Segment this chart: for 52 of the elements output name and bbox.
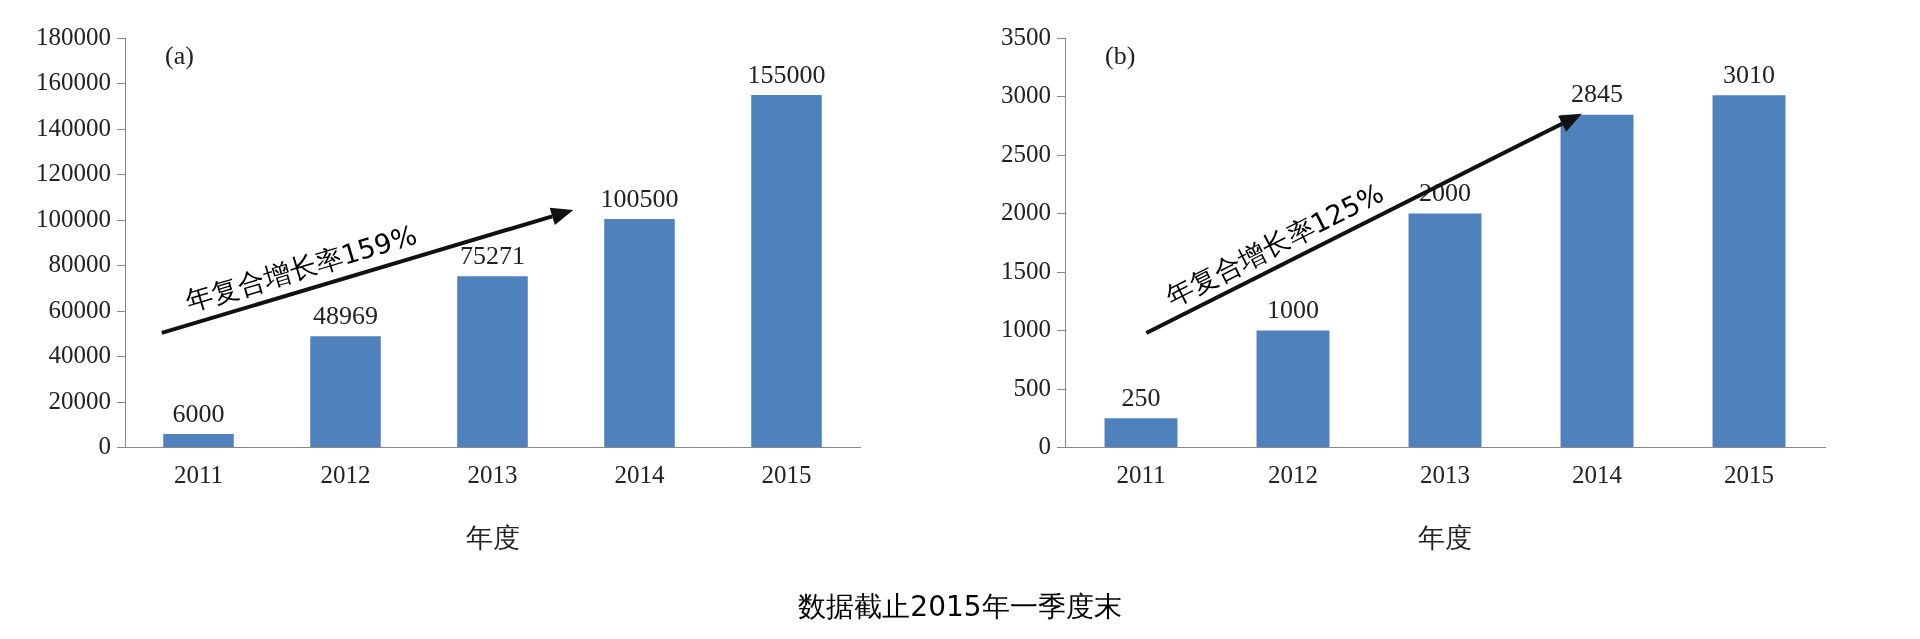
y-tick-label: 3000 [1001, 81, 1051, 109]
x-axis-title: 年度 [465, 521, 520, 553]
data-label: 1000 [1267, 295, 1319, 325]
bar [604, 218, 675, 448]
y-tick-label: 2500 [1001, 139, 1051, 167]
y-tick-label: 180000 [36, 22, 111, 50]
data-label: 100500 [600, 183, 679, 213]
x-tick-label: 2013 [1420, 461, 1470, 489]
y-tick-label: 100000 [36, 204, 111, 232]
bar [457, 276, 528, 448]
x-tick-label: 2012 [320, 461, 371, 489]
y-tick-label: 140000 [36, 113, 111, 141]
y-tick-label: 40000 [48, 341, 111, 369]
y-tick-label: 160000 [36, 68, 111, 96]
bar [1256, 330, 1330, 448]
y-tick-label: 3500 [1001, 22, 1051, 50]
bar [310, 336, 381, 448]
x-tick-label: 2015 [761, 461, 812, 489]
y-tick-label: 80000 [48, 250, 111, 278]
chart-title: (a) [165, 40, 194, 70]
x-tick-label: 2013 [467, 461, 518, 489]
bar [1560, 114, 1634, 448]
x-tick-label: 2014 [614, 461, 665, 489]
y-tick-label: 1000 [1001, 315, 1051, 343]
y-tick-label: 120000 [36, 159, 111, 187]
x-tick-label: 2011 [1116, 461, 1166, 489]
x-tick-label: 2015 [1724, 461, 1774, 489]
data-label: 250 [1121, 383, 1161, 413]
y-tick-label: 2000 [1001, 198, 1051, 226]
bar [1712, 95, 1786, 448]
x-tick-label: 2012 [1268, 461, 1318, 489]
bar [1408, 213, 1482, 448]
data-label: 75271 [460, 241, 525, 271]
x-tick-label: 2014 [1572, 461, 1623, 489]
data-label: 6000 [172, 398, 225, 428]
data-label: 2845 [1571, 79, 1623, 109]
y-tick-label: 0 [1038, 432, 1051, 460]
y-tick-label: 0 [98, 432, 111, 460]
bar [1104, 418, 1178, 448]
bar [163, 433, 234, 448]
x-tick-label: 2011 [173, 461, 224, 489]
chart-title: (b) [1105, 40, 1136, 70]
data-label: 155000 [747, 59, 826, 89]
y-tick-label: 1500 [1001, 256, 1051, 284]
y-tick-label: 500 [1013, 373, 1051, 401]
y-tick-label: 20000 [48, 386, 111, 414]
bar [751, 94, 822, 448]
text: 数据截止2015年一季度末 [797, 589, 1123, 625]
y-tick-label: 60000 [48, 295, 111, 323]
x-axis-title: 年度 [1418, 521, 1472, 553]
data-label: 3010 [1723, 60, 1775, 90]
data-label: 48969 [313, 301, 378, 330]
